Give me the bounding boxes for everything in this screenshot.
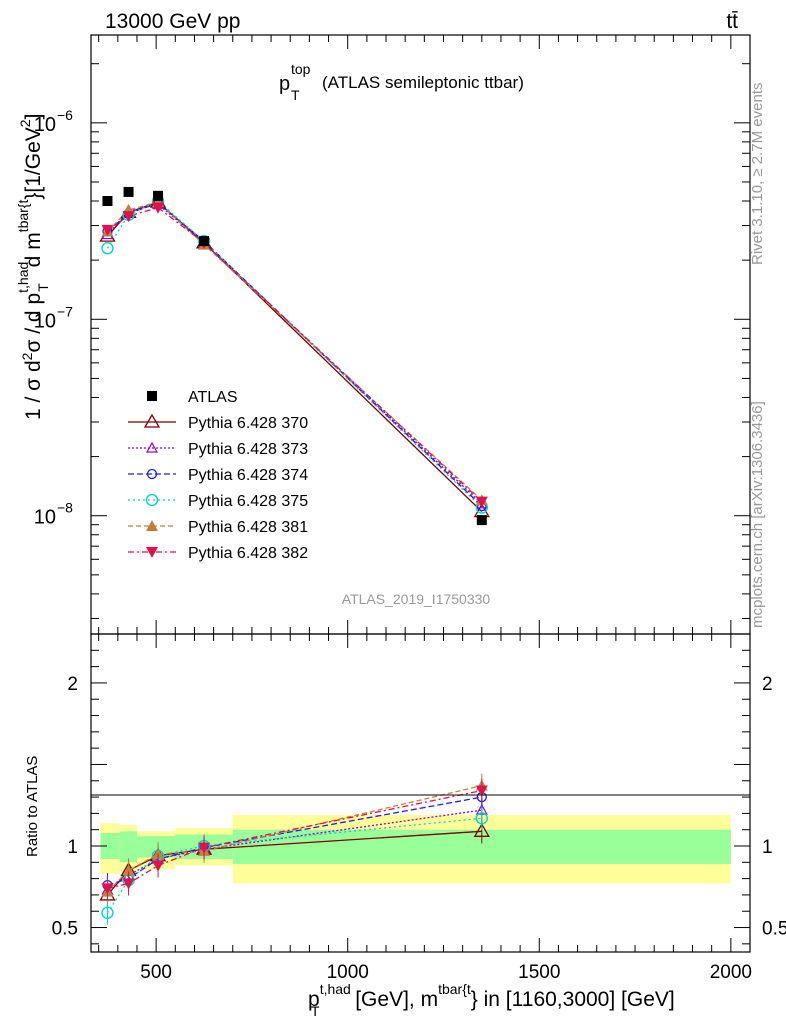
ratio-point-375 xyxy=(101,906,114,920)
legend-label: Pythia 6.428 382 xyxy=(188,545,308,562)
ratio-ylabel: Ratio to ATLAS xyxy=(24,756,41,857)
header-right: tt̄ xyxy=(726,10,738,33)
main-line-374 xyxy=(107,202,483,507)
title-sub: T xyxy=(291,87,300,103)
y-tick-exponent: −8 xyxy=(57,500,73,516)
side-text-mcplots: mcplots.cern.ch [arXiv:1306.3436] xyxy=(749,401,766,628)
analysis-watermark: ATLAS_2019_I1750330 xyxy=(342,591,491,607)
main-series-group xyxy=(99,186,490,526)
y-tick-exponent: −6 xyxy=(57,107,73,123)
main-line-382 xyxy=(107,206,483,503)
y-tick-label: 10 xyxy=(34,114,56,136)
x-tick-label: 1000 xyxy=(327,962,369,983)
legend-marker-ATLAS xyxy=(147,391,157,401)
ratio-point-381 xyxy=(122,864,135,876)
main-point-atlas xyxy=(153,190,164,201)
side-text-rivet: Rivet 3.1.10, ≥ 2.7M events xyxy=(749,83,766,266)
x-tick-label: 500 xyxy=(140,962,172,983)
y-tick-label: 10 xyxy=(34,310,56,332)
main-point-382 xyxy=(152,202,165,214)
legend-marker-382 xyxy=(146,547,158,558)
title-main: p xyxy=(279,73,290,95)
legend-label: Pythia 6.428 375 xyxy=(188,493,308,510)
ratio-y-tick-label: 0.5 xyxy=(52,919,78,940)
ratio-line-375 xyxy=(106,817,482,914)
plot-title: p top T (ATLAS semileptonic ttbar) xyxy=(279,61,524,103)
legend-label: Pythia 6.428 373 xyxy=(188,441,308,458)
ratio-y-tick-label: 1 xyxy=(67,837,78,858)
ratio-point-382 xyxy=(475,785,488,797)
ratio-series-group xyxy=(99,773,490,925)
legend-marker-375 xyxy=(145,493,159,507)
ratio-point-382 xyxy=(101,883,114,895)
legend: ATLAS Pythia 6.428 370 Pythia 6.428 373 Pyt… xyxy=(128,389,308,562)
title-rest: (ATLAS semileptonic ttbar) xyxy=(322,73,524,92)
legend-label: Pythia 6.428 370 xyxy=(188,415,308,432)
legend-marker-374 xyxy=(146,468,158,480)
ratio-y-tick-label-right: 2 xyxy=(762,674,773,695)
ratio-point-382 xyxy=(152,860,165,872)
main-ylabel: 1 / σ d2σ / d pt,had T d mtbar{t}[1/GeV2] xyxy=(15,114,51,420)
x-tick-label: 1500 xyxy=(518,962,560,983)
xlabel: pt,had T [GeV], mtbar{t} in [1160,3000] [… xyxy=(308,981,675,1019)
main-point-atlas xyxy=(123,186,134,197)
legend-marker-373 xyxy=(145,441,159,453)
main-point-atlas xyxy=(199,236,210,247)
ratio-point-382 xyxy=(122,878,135,890)
legend-marker-370 xyxy=(143,413,161,428)
legend-label: Pythia 6.428 374 xyxy=(188,467,308,484)
main-point-382 xyxy=(122,211,135,223)
ratio-y-tick-label-right: 1 xyxy=(762,837,773,858)
ratio-y-tick-label-right: 0.5 xyxy=(762,919,786,940)
legend-marker-381 xyxy=(146,520,158,531)
x-tick-label: 2000 xyxy=(710,962,752,983)
ratio-point-382 xyxy=(198,842,211,854)
ratio-point-375 xyxy=(475,812,489,825)
band-inner-2 xyxy=(136,836,176,858)
main-point-382 xyxy=(475,496,488,508)
main-line-370 xyxy=(106,201,483,513)
title-sup: top xyxy=(291,61,311,77)
main-point-atlas xyxy=(102,196,113,207)
band-inner-1 xyxy=(119,831,137,863)
main-line-375 xyxy=(106,200,483,509)
ratio-frame xyxy=(90,633,751,953)
ratio-point-370 xyxy=(473,823,490,837)
y-tick-exponent: −7 xyxy=(57,303,73,319)
legend-label: ATLAS xyxy=(188,389,238,406)
header-left: 13000 GeV pp xyxy=(105,10,240,33)
y-tick-label: 10 xyxy=(34,507,56,529)
axis-ticks xyxy=(91,35,751,952)
band-inner-0 xyxy=(100,832,120,860)
ratio-y-tick-label: 2 xyxy=(67,674,78,695)
main-point-382 xyxy=(101,224,114,236)
main-point-atlas xyxy=(476,515,487,526)
main-line-373 xyxy=(106,203,483,505)
main-point-375 xyxy=(101,242,114,255)
legend-label: Pythia 6.428 381 xyxy=(188,519,308,536)
